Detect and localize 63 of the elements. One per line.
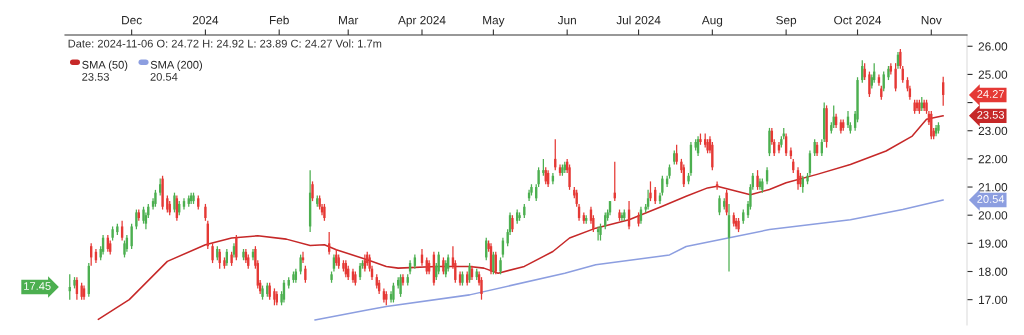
y-tick-label: 18.00 — [979, 267, 1008, 276]
candlestick — [142, 206, 145, 225]
x-tick-label: Sep — [776, 15, 797, 27]
x-tick-label: Feb — [269, 15, 289, 25]
y-tick-label: 22.00 — [978, 154, 1008, 164]
annotation: Date: 2024-11-06 O: 24.72 H: 24.92 L: 23.89 C: 24.27 Vol: 1.7m — [68, 39, 382, 48]
candlestick — [311, 180, 314, 202]
candlestick — [511, 214, 514, 233]
candlestick — [111, 225, 114, 242]
candlestick — [211, 242, 214, 264]
y-tick-label: 20.00 — [978, 211, 1008, 220]
x-tick-label: Dec — [122, 16, 142, 25]
candlestick — [499, 256, 502, 275]
candlestick — [327, 231, 331, 256]
x-tick-label: Apr 2024 — [398, 15, 446, 27]
candlestick — [299, 253, 302, 275]
y-tick-label: 21.00 — [978, 183, 1008, 192]
annotation: 20.54 — [150, 72, 178, 81]
x-tick-label: Jul 2024 — [616, 15, 661, 25]
y-tick-label: 23.00 — [978, 126, 1008, 136]
legend-label: SMA (50) — [82, 60, 128, 71]
candlestick — [894, 62, 897, 92]
candlestick — [618, 208, 621, 222]
candlestick — [330, 270, 333, 284]
candlestick — [204, 203, 207, 222]
candlestick — [706, 138, 709, 154]
candlestick — [73, 276, 76, 290]
candlestick — [130, 223, 133, 250]
candlestick — [123, 239, 126, 259]
candlestick — [261, 284, 264, 301]
x-tick-label: Nov — [921, 16, 942, 25]
candlestick — [599, 223, 602, 242]
candlestick — [649, 180, 652, 202]
candlestick — [223, 256, 226, 270]
candlestick — [699, 132, 702, 146]
x-tick-label: 2024 — [192, 15, 219, 25]
x-tick-label: Oct 2024 — [834, 15, 882, 25]
line-series — [97, 115, 944, 321]
line-series — [314, 199, 944, 321]
annotation: 17.45 — [24, 282, 51, 290]
x-tick-label: Jun — [557, 16, 576, 25]
candlestick — [242, 248, 245, 261]
y-tick-label: 25.00 — [978, 70, 1008, 79]
x-tick-label: May — [483, 16, 505, 27]
candlestick — [530, 183, 533, 197]
legend-label: SMA (200) — [150, 60, 202, 71]
x-tick-label: Aug — [701, 16, 723, 27]
candlestick — [637, 211, 640, 228]
text: 20.54 — [977, 195, 1005, 203]
text: 24.27 — [977, 90, 1004, 98]
y-tick-label: 17.00 — [979, 295, 1008, 305]
candlestick — [887, 65, 890, 81]
candlestick — [154, 189, 157, 208]
y-tick-label: 19.00 — [979, 239, 1008, 248]
annotation: 23.53 — [82, 72, 109, 81]
candlestick — [518, 211, 521, 222]
x-tick-label: Mar — [339, 16, 359, 25]
candlestick — [718, 194, 721, 216]
candlestick — [480, 276, 483, 301]
text: 23.53 — [977, 110, 1005, 119]
y-tick-label: 26.00 — [978, 42, 1008, 51]
candlestick — [230, 251, 233, 267]
candlestick — [173, 192, 176, 214]
